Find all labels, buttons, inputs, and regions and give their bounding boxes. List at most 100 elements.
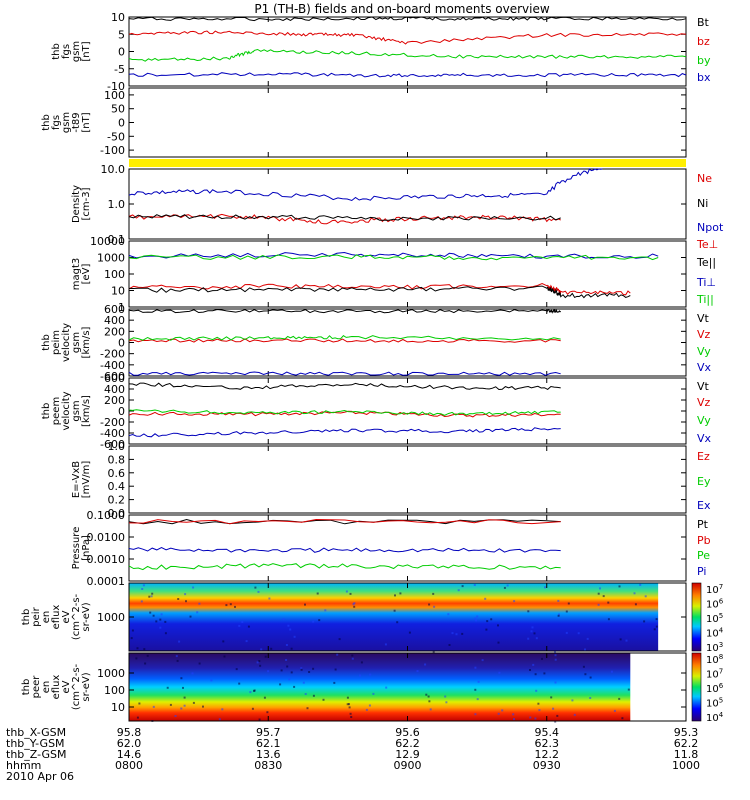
y-tick-label: -50 (107, 130, 125, 143)
colorbar (691, 582, 702, 652)
spectrogram-speckle (257, 590, 260, 593)
spectrogram-speckle (285, 644, 288, 646)
y-tick-label: 400 (104, 314, 125, 327)
footer-x-value: 95.4 (535, 726, 560, 739)
panel-3: 10.0 1.0 0.1 Density [cm-3] Ne Ni Npot (71, 163, 724, 246)
y-axis-label-line: (cm^2-s- (71, 663, 82, 710)
spectrogram-speckle (385, 686, 388, 689)
spectrogram-speckle (445, 701, 448, 704)
y-axis-label-line: thb (21, 609, 32, 626)
spectrogram-speckle (348, 706, 351, 709)
spectrogram-speckle (633, 592, 636, 595)
y-tick-label: 1 (118, 301, 125, 314)
y-tick-label: -600 (100, 370, 125, 383)
footer-time-value: 0800 (115, 759, 143, 772)
footer-time-value: 0830 (254, 759, 282, 772)
legend-label: Vy (697, 414, 711, 427)
spectrogram-speckle (143, 648, 146, 651)
colorbar-tick-label: 103 (706, 641, 723, 654)
series-line-Pe (128, 563, 561, 571)
legend-label: Pe (697, 549, 710, 562)
spectrogram-speckle (245, 640, 248, 643)
legend-label: Vy (697, 345, 711, 358)
spectrogram-speckle (461, 632, 464, 635)
spectrogram-speckle (135, 657, 138, 660)
spectrogram-speckle (198, 602, 201, 605)
y-tick-label: -200 (100, 348, 125, 361)
colorbar-tick-label: 107 (706, 583, 723, 596)
spectrogram-speckle (149, 611, 152, 614)
y-axis-label-line: Density (71, 185, 82, 223)
y-tick-label: 1000 (97, 611, 125, 624)
spectrogram-speckle (486, 620, 489, 623)
panel-frame (128, 168, 687, 240)
spectrogram-speckle (535, 689, 538, 692)
spectrogram-speckle (477, 680, 480, 683)
spectrogram-speckle (625, 639, 628, 642)
spectrogram-speckle (312, 667, 315, 670)
spectrogram-speckle (175, 655, 178, 658)
series-line-Bt (128, 16, 687, 22)
series-line-Te|| (129, 285, 631, 299)
y-tick-label: 0 (118, 117, 125, 130)
spectrogram-speckle (476, 615, 479, 618)
spectrogram-speckle (256, 661, 259, 664)
legend-label: Ez (697, 450, 710, 463)
spectrogram-speckle (582, 665, 585, 668)
spectrogram-speckle (653, 628, 656, 631)
spectrogram-speckle (302, 681, 305, 684)
spectrogram-speckle (180, 677, 183, 680)
footer-time-value: 0930 (533, 759, 561, 772)
spectrogram-speckle (198, 662, 201, 665)
y-axis-label: thb peem velocity gsm [km/s] (41, 391, 92, 430)
spectrogram-speckle (353, 605, 356, 608)
spectrogram-speckle (266, 711, 269, 714)
legend-label: Te⊥ (696, 238, 718, 251)
y-axis-label-line: [nPa] (81, 535, 92, 561)
series-line-Vz (128, 338, 561, 343)
y-axis-label: thb fgs gsm -t89 [nT] (41, 112, 92, 133)
panel-4: 10000 1000 100 10 1 magt3 [eV] Te⊥ Te|| Ti⊥ Ti|| (71, 235, 718, 314)
footer-x-value: 95.8 (117, 726, 142, 739)
y-tick-label: 10 (111, 285, 125, 298)
y-axis-label-line: en (41, 611, 52, 624)
y-axis-label-line: thb (41, 403, 52, 420)
y-axis-label-line: gsm (71, 332, 82, 353)
y-axis-label: magt3 [eV] (71, 258, 92, 291)
spectrogram-speckle (241, 621, 244, 624)
y-axis-label-line: velocity (61, 391, 72, 430)
spectrogram-speckle (264, 655, 267, 658)
spectrogram-speckle (584, 648, 586, 651)
spectrogram-speckle (534, 717, 537, 720)
spectrogram-speckle (159, 618, 162, 621)
spectrogram-speckle (396, 621, 399, 624)
spectrogram-speckle (225, 604, 228, 607)
spectrogram-speckle (618, 585, 621, 588)
spectrogram-speckle (142, 584, 145, 587)
spectrogram-speckle (136, 647, 139, 650)
footer-time-value: 0900 (394, 759, 422, 772)
spectrogram-speckle (634, 603, 637, 606)
spectrogram-speckle (556, 714, 559, 717)
spectrogram-speckle (473, 584, 476, 586)
spectrogram-speckle (393, 609, 396, 612)
spectrogram-speckle (290, 647, 293, 650)
y-axis-label-line: [cm-3] (81, 187, 92, 220)
footer-y-value: 62.2 (674, 737, 699, 750)
spectrogram-speckle (429, 708, 432, 711)
spectrogram-speckle (270, 647, 273, 650)
y-tick-label: -10 (107, 80, 125, 93)
spectrogram-speckle (287, 624, 290, 627)
spectrogram-speckle (159, 626, 162, 629)
spectrogram-speckle (148, 595, 151, 598)
spectrogram-speckle (531, 626, 534, 629)
spectrogram-speckle (533, 632, 536, 635)
y-axis-label-line: peim (51, 330, 62, 355)
y-axis-label-line: gsm (61, 112, 72, 133)
spectrogram-speckle (312, 694, 315, 697)
spectrogram-speckle (532, 663, 535, 666)
spectrogram-speckle (448, 644, 451, 646)
y-tick-label: 200 (104, 325, 125, 338)
